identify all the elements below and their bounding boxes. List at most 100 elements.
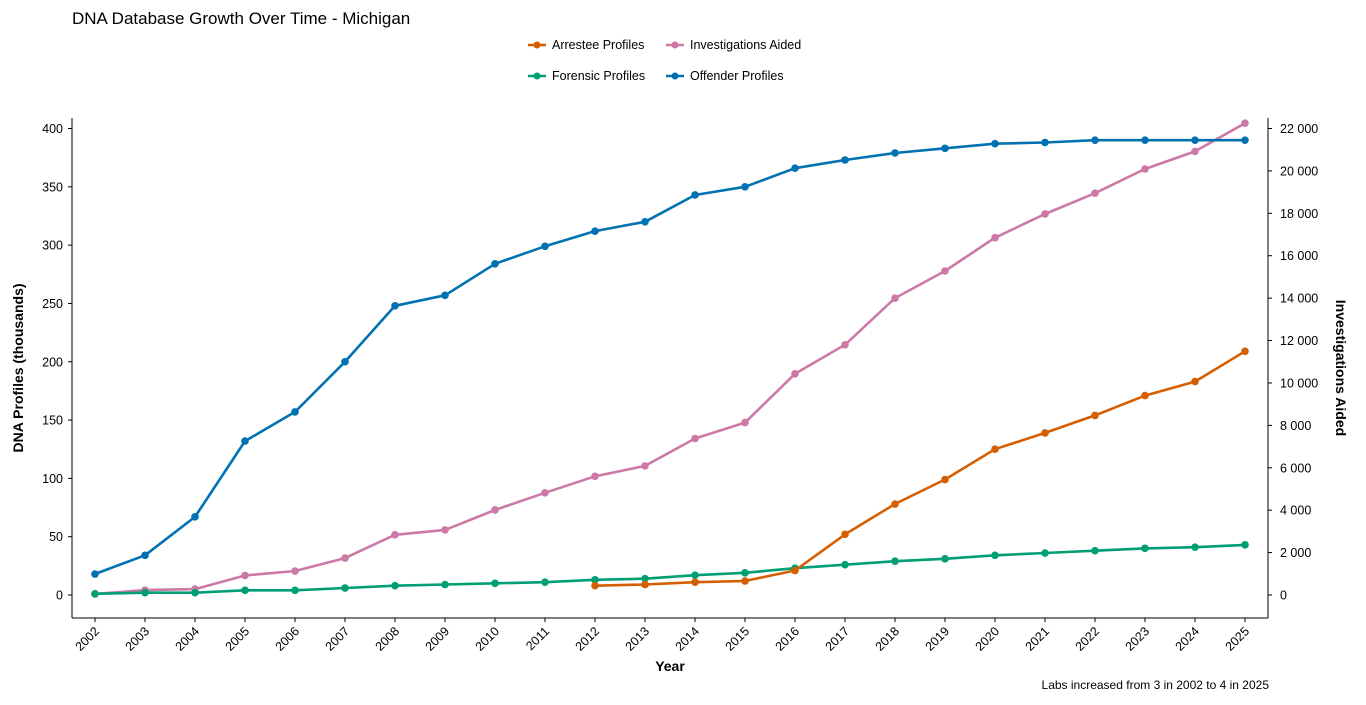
y-axis-title: DNA Profiles (thousands) bbox=[10, 283, 26, 452]
data-point-investigations bbox=[891, 294, 899, 302]
data-point-forensic bbox=[141, 588, 149, 597]
data-point-forensic bbox=[591, 576, 599, 584]
data-point-arrestee bbox=[591, 581, 599, 590]
data-point-arrestee bbox=[941, 475, 949, 484]
data-point-offender bbox=[641, 218, 649, 226]
legend-item-offender: Offender Profiles bbox=[666, 69, 784, 83]
series-line-investigations bbox=[94, 122, 1246, 596]
data-point-offender bbox=[1041, 138, 1049, 147]
y-tick-label: 50 bbox=[49, 530, 63, 544]
x-tick-label: 2023 bbox=[1123, 624, 1153, 654]
data-point-investigations bbox=[991, 233, 999, 242]
y2-tick-label: 14 000 bbox=[1280, 292, 1318, 306]
data-point-forensic bbox=[1041, 549, 1049, 557]
x-tick-label: 2007 bbox=[323, 624, 353, 654]
data-point-offender bbox=[1191, 136, 1199, 144]
x-tick-label: 2020 bbox=[973, 624, 1003, 654]
x-tick-label: 2006 bbox=[273, 624, 303, 654]
legend-item-investigations: Investigations Aided bbox=[666, 38, 801, 52]
data-point-forensic bbox=[91, 590, 99, 598]
legend-item-arrestee: Arrestee Profiles bbox=[528, 38, 644, 52]
data-point-forensic bbox=[291, 586, 299, 595]
legend-label-forensic: Forensic Profiles bbox=[552, 69, 646, 83]
x-tick-label: 2009 bbox=[423, 624, 453, 654]
data-point-forensic bbox=[441, 580, 449, 589]
y2-tick-label: 4 000 bbox=[1280, 504, 1311, 518]
data-point-offender bbox=[1241, 136, 1249, 144]
data-point-offender bbox=[791, 164, 799, 172]
y2-tick-label: 2 000 bbox=[1280, 546, 1311, 560]
legend: Arrestee Profiles Investigations Aided F… bbox=[528, 38, 858, 94]
y-tick-label: 0 bbox=[56, 589, 63, 603]
x-tick-label: 2013 bbox=[623, 624, 653, 654]
x-tick-label: 2017 bbox=[823, 624, 853, 654]
x-tick-label: 2002 bbox=[73, 624, 103, 654]
data-point-offender bbox=[1091, 136, 1099, 144]
data-point-offender bbox=[91, 570, 99, 578]
data-point-investigations bbox=[541, 488, 549, 497]
data-point-arrestee bbox=[991, 445, 999, 454]
data-point-forensic bbox=[1191, 543, 1199, 551]
data-point-arrestee bbox=[791, 566, 799, 575]
data-point-forensic bbox=[1091, 546, 1099, 555]
data-point-investigations bbox=[841, 340, 849, 349]
data-point-investigations bbox=[941, 267, 949, 275]
data-point-offender bbox=[541, 242, 549, 251]
y2-tick-label: 0 bbox=[1280, 589, 1287, 603]
legend-item-forensic: Forensic Profiles bbox=[528, 69, 645, 83]
data-point-forensic bbox=[1241, 541, 1249, 549]
y2-axis-title: Investigations Aided bbox=[1333, 300, 1349, 436]
x-tick-label: 2016 bbox=[773, 624, 803, 654]
series-line-forensic bbox=[94, 543, 1246, 596]
x-tick-label: 2011 bbox=[523, 624, 552, 653]
data-point-arrestee bbox=[641, 580, 649, 589]
data-point-arrestee bbox=[1091, 411, 1099, 420]
data-point-investigations bbox=[1241, 119, 1249, 127]
y-tick-label: 300 bbox=[42, 239, 63, 253]
y2-tick-label: 12 000 bbox=[1280, 334, 1318, 348]
chart-caption: Labs increased from 3 in 2002 to 4 in 20… bbox=[1041, 678, 1269, 692]
data-point-offender bbox=[841, 156, 849, 164]
x-tick-label: 2003 bbox=[123, 624, 153, 654]
y2-tick-label: 10 000 bbox=[1280, 376, 1318, 390]
series-offender bbox=[91, 136, 1249, 578]
chart-title: DNA Database Growth Over Time - Michigan bbox=[72, 9, 411, 28]
data-point-arrestee bbox=[1191, 377, 1199, 386]
legend-swatch-forensic bbox=[528, 72, 546, 80]
x-tick-label: 2010 bbox=[473, 624, 503, 654]
data-point-forensic bbox=[541, 578, 549, 586]
series-line-offender bbox=[94, 138, 1245, 576]
data-point-forensic bbox=[891, 557, 899, 565]
data-point-forensic bbox=[841, 560, 849, 569]
data-point-offender bbox=[591, 227, 599, 235]
x-tick-label: 2012 bbox=[573, 624, 603, 654]
data-point-investigations bbox=[741, 418, 749, 427]
data-point-offender bbox=[1141, 136, 1149, 144]
data-point-forensic bbox=[191, 588, 199, 597]
data-point-investigations bbox=[1191, 147, 1199, 156]
x-tick-label: 2019 bbox=[923, 624, 953, 654]
data-point-offender bbox=[441, 291, 449, 300]
data-point-forensic bbox=[341, 584, 349, 592]
data-point-offender bbox=[391, 301, 399, 310]
y2-tick-label: 20 000 bbox=[1280, 164, 1318, 178]
data-point-forensic bbox=[641, 574, 649, 583]
data-point-arrestee bbox=[1041, 429, 1049, 437]
x-tick-label: 2008 bbox=[373, 624, 403, 654]
data-point-offender bbox=[891, 149, 899, 157]
data-point-forensic bbox=[991, 551, 999, 560]
x-axis-title: Year bbox=[655, 658, 685, 674]
data-point-offender bbox=[741, 183, 749, 191]
data-point-offender bbox=[941, 144, 949, 153]
x-tick-label: 2014 bbox=[673, 624, 703, 654]
data-point-arrestee bbox=[841, 530, 849, 539]
series-arrestee bbox=[591, 347, 1249, 590]
data-point-forensic bbox=[941, 555, 949, 563]
legend-swatch-offender bbox=[666, 72, 684, 80]
data-point-forensic bbox=[691, 571, 699, 579]
series-forensic bbox=[91, 541, 1249, 598]
legend-label-investigations: Investigations Aided bbox=[690, 38, 802, 52]
data-point-forensic bbox=[491, 579, 499, 588]
data-point-investigations bbox=[491, 506, 499, 514]
